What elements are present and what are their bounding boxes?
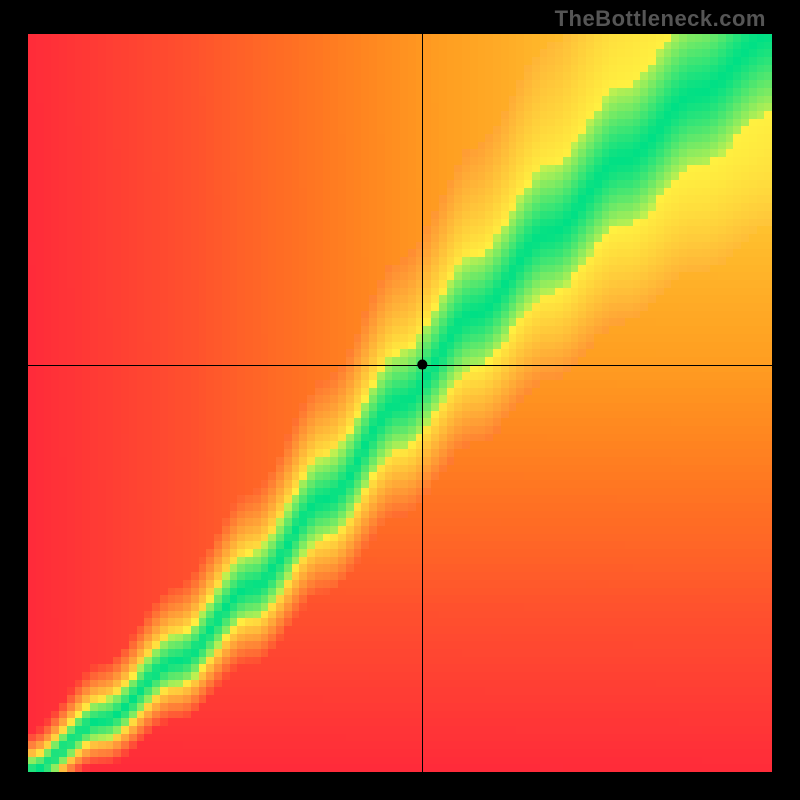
watermark-text: TheBottleneck.com: [555, 6, 766, 32]
bottleneck-heatmap: [0, 0, 800, 800]
